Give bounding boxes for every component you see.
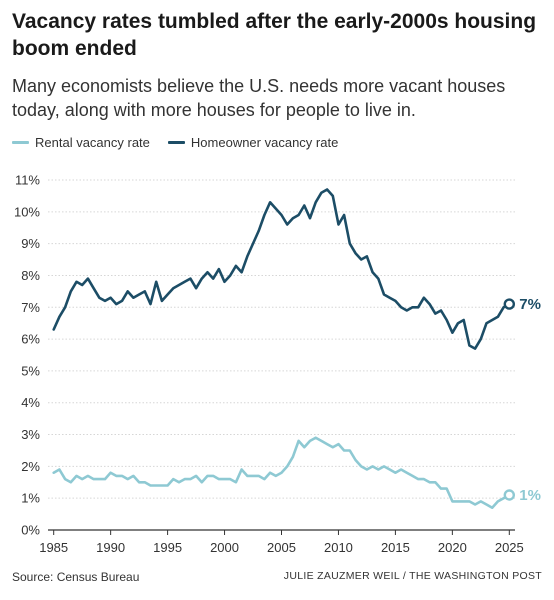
y-tick-label: 3% (21, 427, 40, 442)
y-tick-label: 1% (21, 491, 40, 506)
legend-item-rental: Rental vacancy rate (12, 135, 150, 150)
legend-swatch-rental (12, 141, 29, 144)
x-tick-label: 2025 (495, 540, 524, 555)
series-line-homeowner (52, 188, 511, 350)
legend-label-homeowner: Homeowner vacancy rate (190, 135, 339, 150)
y-tick-label: 8% (21, 268, 40, 283)
y-tick-label: 11% (15, 173, 40, 188)
source-note: Source: Census Bureau (12, 570, 140, 584)
legend-item-homeowner: Homeowner vacancy rate (167, 135, 339, 150)
credit-line: JULIE ZAUZMER WEIL / THE WASHINGTON POST (283, 570, 542, 582)
end-point-marker (503, 298, 516, 310)
x-tick-label: 2005 (267, 540, 296, 555)
x-tick-label: 2000 (210, 540, 239, 555)
legend: Rental vacancy rate Homeowner vacancy ra… (12, 135, 356, 150)
series-lines (52, 188, 511, 510)
chart-title: Vacancy rates tumbled after the early-20… (12, 10, 537, 60)
y-tick-label: 4% (21, 395, 40, 410)
y-tick-label: 9% (21, 236, 40, 251)
x-tick-label: 2015 (381, 540, 410, 555)
y-tick-label: 7% (21, 300, 40, 315)
end-point-marker (503, 489, 516, 501)
y-tick-label: 2% (21, 459, 40, 474)
grid-lines (48, 179, 515, 531)
legend-swatch-homeowner (167, 141, 185, 144)
end-value-label: 7% (519, 296, 541, 313)
y-axis-tick-labels: 0% 1% 2% 3% 4% 5% 6% 7% 8% 9% 10% 11% (14, 173, 40, 538)
line-chart: 0% 1% 2% 3% 4% 5% 6% 7% 8% 9% 10% 11% 1985 1990 1995 2… (14, 173, 541, 556)
x-tick-label: 2020 (438, 540, 467, 555)
x-tick-label: 1995 (153, 540, 182, 555)
y-tick-label: 10% (14, 204, 40, 219)
series-line-rental (52, 436, 511, 510)
x-tick-label: 2010 (324, 540, 353, 555)
x-axis-tick-labels: 1985 1990 1995 2000 2005 2010 2015 2020 2025 (39, 530, 524, 555)
chart-subtitle: Many economists believe the U.S. needs m… (12, 76, 506, 120)
y-tick-label: 5% (21, 363, 40, 378)
end-value-label: 1% (519, 487, 541, 504)
y-tick-label: 6% (21, 332, 40, 347)
x-tick-label: 1985 (39, 540, 68, 555)
end-labels: 1% 7% (503, 296, 541, 504)
legend-label-rental: Rental vacancy rate (35, 135, 150, 150)
y-tick-label: 0% (21, 523, 40, 538)
x-tick-label: 1990 (96, 540, 125, 555)
